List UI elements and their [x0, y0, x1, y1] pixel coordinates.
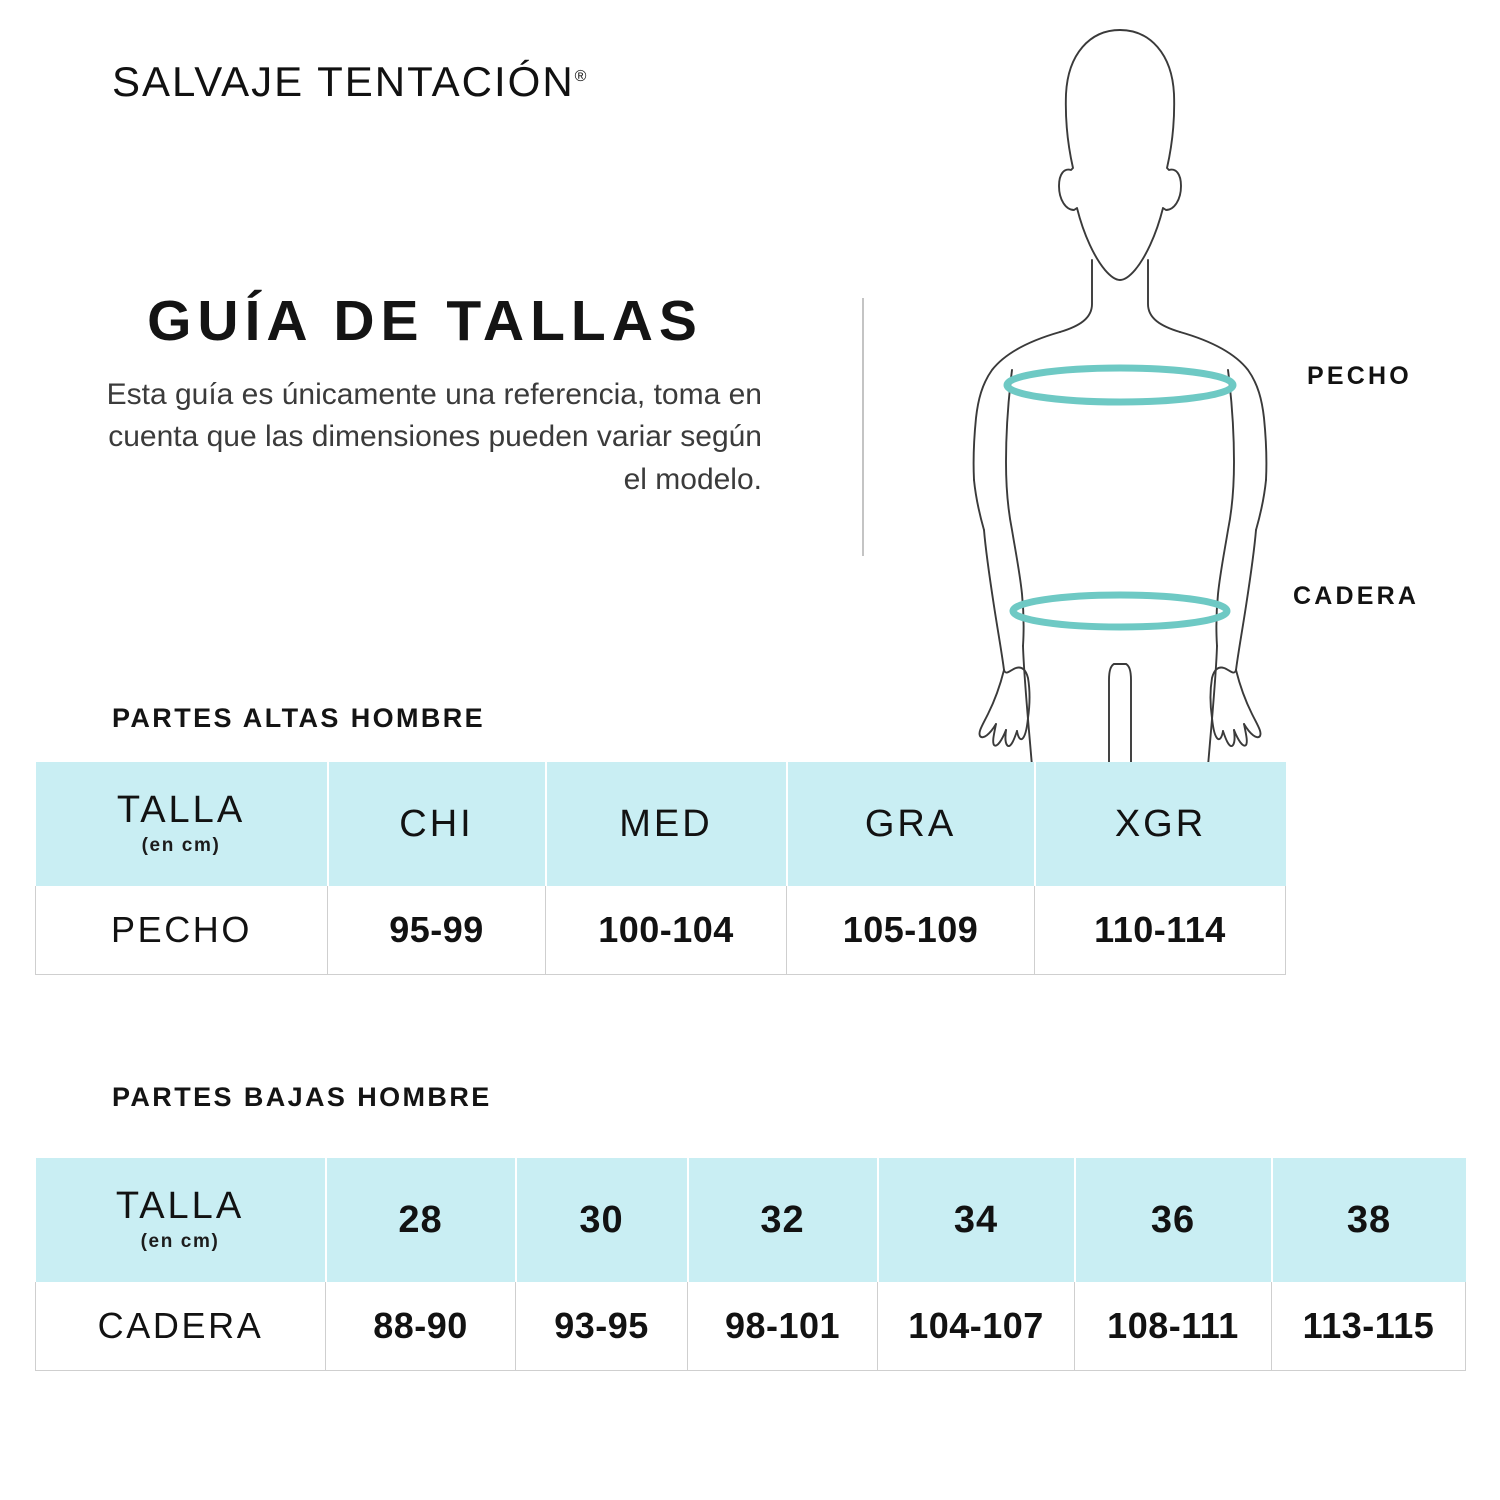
chest-band — [1003, 364, 1237, 406]
header-cell-size-gra: GRA — [786, 762, 1036, 886]
cell-pecho-chi: 95-99 — [327, 886, 546, 975]
header-cell-size-32: 32 — [687, 1158, 879, 1282]
header-cell-talla: TALLA (en cm) — [35, 1158, 327, 1282]
header-cell-size-chi: CHI — [327, 762, 547, 886]
row-label-cadera: CADERA — [35, 1282, 326, 1371]
brand-name: SALVAJE TENTACIÓN — [112, 58, 575, 105]
cell-cadera-32: 98-101 — [687, 1282, 878, 1371]
cell-cadera-38: 113-115 — [1271, 1282, 1466, 1371]
page-title: GUÍA DE TALLAS — [147, 289, 703, 353]
size-table-upper: TALLA (en cm) CHI MED GRA XGR PECHO 95-9… — [35, 762, 1286, 975]
header-cell-size-36: 36 — [1074, 1158, 1273, 1282]
vertical-divider — [862, 298, 864, 556]
figure-label-chest: PECHO — [1307, 362, 1412, 390]
cell-cadera-34: 104-107 — [877, 1282, 1075, 1371]
figure-label-hip: CADERA — [1293, 582, 1420, 610]
body-figure-illustration — [940, 18, 1300, 766]
registered-mark-icon: ® — [574, 68, 587, 85]
header-talla-unit: (en cm) — [140, 1230, 220, 1252]
cell-cadera-28: 88-90 — [325, 1282, 516, 1371]
row-label-pecho: PECHO — [35, 886, 328, 975]
header-talla-label: TALLA — [115, 1185, 245, 1228]
intro-block: GUÍA DE TALLAS Esta guía es únicamente u… — [80, 289, 770, 502]
table-row: CADERA 88-90 93-95 98-101 104-107 108-11… — [35, 1282, 1466, 1371]
header-cell-size-xgr: XGR — [1034, 762, 1286, 886]
size-table-lower: TALLA (en cm) 28 30 32 34 36 38 — [35, 1158, 1466, 1371]
cell-cadera-30: 93-95 — [515, 1282, 688, 1371]
header-cell-size-34: 34 — [877, 1158, 1076, 1282]
header-cell-talla: TALLA (en cm) — [35, 762, 329, 886]
cell-pecho-med: 100-104 — [545, 886, 787, 975]
header-cell-size-28: 28 — [325, 1158, 517, 1282]
table-header-row: TALLA (en cm) CHI MED GRA XGR — [35, 762, 1286, 886]
hip-band — [1009, 591, 1231, 631]
brand-logo: SALVAJE TENTACIÓN® — [112, 58, 586, 106]
table-row: PECHO 95-99 100-104 105-109 110-114 — [35, 886, 1286, 975]
cell-pecho-gra: 105-109 — [786, 886, 1035, 975]
section-caption-lower: PARTES BAJAS HOMBRE — [112, 1082, 492, 1112]
header-talla-unit: (en cm) — [141, 834, 221, 856]
section-caption-upper: PARTES ALTAS HOMBRE — [112, 703, 486, 733]
intro-description: Esta guía es únicamente una referencia, … — [106, 377, 762, 497]
header-talla-label: TALLA — [116, 789, 246, 832]
header-cell-size-med: MED — [545, 762, 788, 886]
table-header-row: TALLA (en cm) 28 30 32 34 36 38 — [35, 1158, 1466, 1282]
cell-cadera-36: 108-111 — [1074, 1282, 1272, 1371]
header-cell-size-30: 30 — [515, 1158, 689, 1282]
header-cell-size-38: 38 — [1271, 1158, 1466, 1282]
cell-pecho-xgr: 110-114 — [1034, 886, 1286, 975]
